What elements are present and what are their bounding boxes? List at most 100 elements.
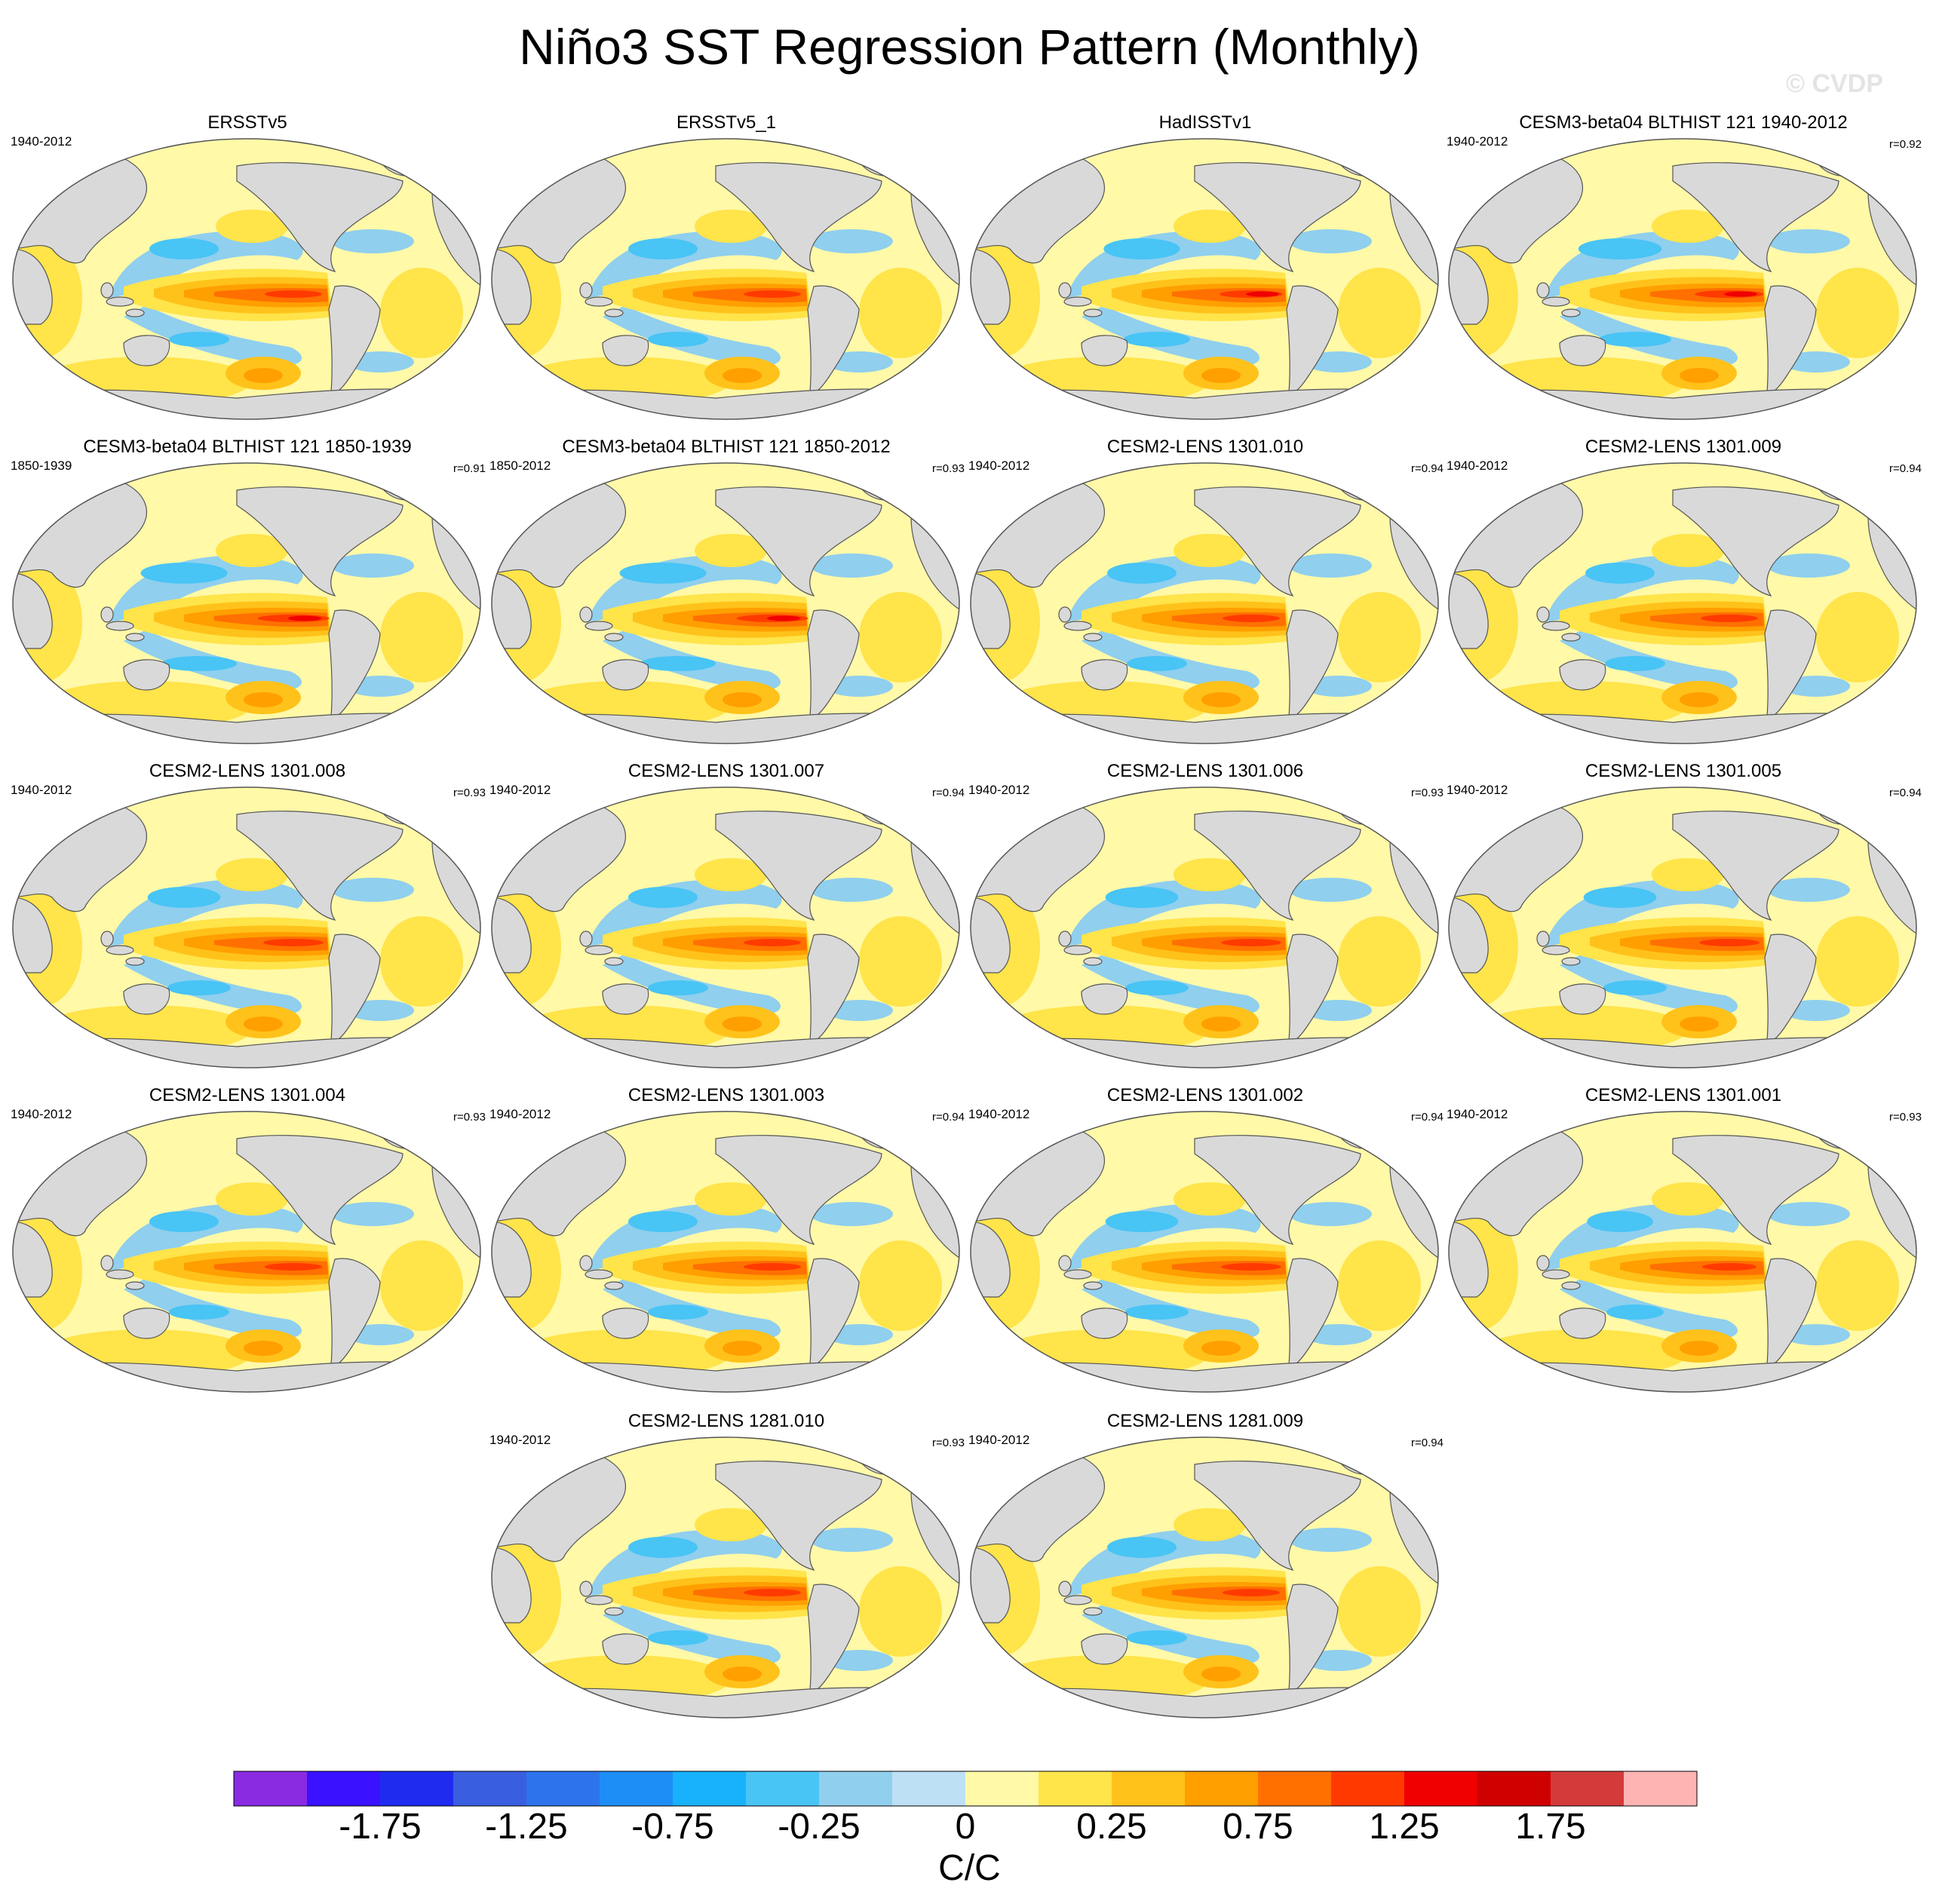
panel-title: CESM3-beta04 BLTHIST 121 1850-1939: [83, 437, 412, 457]
panel-pattern-correlation: r=0.94: [932, 1111, 965, 1124]
sst-regression-map: [970, 138, 1439, 420]
panel-pattern-correlation: r=0.93: [932, 462, 965, 475]
map-panel: CESM3-beta04 BLTHIST 121 1940-2012 1940-2…: [1444, 112, 1923, 428]
map-panel: CESM2-LENS 1281.009 1940-2012 r=0.94: [965, 1410, 1445, 1727]
map-panel: CESM2-LENS 1301.001 1940-2012 r=0.93: [1444, 1084, 1923, 1401]
colorbar-swatch: [1624, 1771, 1698, 1806]
panel-period: 1940-2012: [489, 1107, 551, 1121]
panel-period: 1940-2012: [489, 1433, 551, 1447]
panel-pattern-correlation: r=0.94: [1411, 462, 1444, 475]
figure-title: Niño3 SST Regression Pattern (Monthly): [519, 19, 1420, 75]
panel-title: CESM3-beta04 BLTHIST 121 1850-2012: [562, 437, 891, 457]
panel-title: CESM2-LENS 1301.002: [1106, 1085, 1304, 1105]
colorbar-swatch: [453, 1771, 527, 1806]
colorbar-swatch: [892, 1771, 966, 1806]
map-panel: CESM2-LENS 1301.009 1940-2012 r=0.94: [1444, 436, 1923, 753]
sst-regression-map: [1448, 462, 1917, 744]
panel-pattern-correlation: r=0.93: [1411, 786, 1444, 799]
sst-regression-map: [12, 786, 481, 1069]
panel-title: ERSSTv5_1: [676, 112, 777, 133]
panel-pattern-correlation: r=0.93: [932, 1436, 965, 1449]
colorbar-tick-label: 0.25: [1076, 1807, 1147, 1847]
panel-pattern-correlation: r=0.93: [1889, 1111, 1922, 1124]
panel-period: 1940-2012: [11, 783, 72, 797]
panel-pattern-correlation: r=0.91: [453, 462, 486, 475]
sst-regression-map: [12, 1111, 481, 1393]
panel-period: 1940-2012: [1447, 783, 1508, 797]
panel-pattern-correlation: r=0.94: [932, 786, 965, 799]
panel-title: CESM2-LENS 1301.005: [1585, 761, 1782, 781]
panel-title: CESM2-LENS 1301.003: [627, 1085, 825, 1105]
panel-period: 1940-2012: [968, 1107, 1030, 1121]
map-panel: CESM2-LENS 1301.006 1940-2012 r=0.93: [965, 760, 1445, 1077]
sst-regression-map: [970, 786, 1439, 1069]
map-panel: CESM2-LENS 1301.002 1940-2012 r=0.94: [965, 1084, 1445, 1401]
colorbar-swatch: [380, 1771, 454, 1806]
colorbar-tick-label: -0.25: [778, 1807, 861, 1847]
panel-pattern-correlation: r=0.94: [1889, 462, 1922, 475]
map-panel: CESM2-LENS 1301.008 1940-2012 r=0.93: [8, 760, 487, 1077]
panel-title: CESM2-LENS 1301.001: [1585, 1085, 1782, 1105]
map-panel: ERSSTv5 1940-2012: [8, 112, 487, 428]
sst-regression-map: [970, 1436, 1439, 1719]
panel-period: 1940-2012: [968, 1433, 1030, 1447]
colorbar-swatch: [1551, 1771, 1625, 1806]
panel-pattern-correlation: r=0.92: [1889, 138, 1922, 151]
colorbar-tick-label: -0.75: [631, 1807, 714, 1847]
sst-regression-map: [491, 462, 960, 744]
panel-period: 1940-2012: [1447, 458, 1508, 473]
colorbar-swatch: [526, 1771, 600, 1806]
colorbar-swatch: [1258, 1771, 1332, 1806]
watermark-text: © CVDP: [1786, 69, 1883, 98]
panel-title: ERSSTv5: [207, 112, 287, 133]
colorbar-tick-label: 1.75: [1515, 1807, 1586, 1847]
panel-title: CESM2-LENS 1281.009: [1106, 1411, 1304, 1431]
panel-pattern-correlation: r=0.93: [453, 786, 486, 799]
colorbar-tick-label: -1.25: [485, 1807, 568, 1847]
panel-pattern-correlation: r=0.93: [453, 1111, 486, 1124]
colorbar-swatch: [234, 1771, 308, 1806]
colorbar-swatch: [1404, 1771, 1478, 1806]
map-panel: CESM3-beta04 BLTHIST 121 1850-1939 1850-1…: [8, 436, 487, 753]
map-panel: HadISSTv1: [965, 112, 1445, 428]
panel-period: 1940-2012: [489, 783, 551, 797]
colorbar-swatch: [1039, 1771, 1112, 1806]
sst-regression-map: [491, 1436, 960, 1719]
sst-regression-map: [491, 138, 960, 420]
sst-regression-map: [12, 462, 481, 744]
panel-period: 1940-2012: [968, 458, 1030, 473]
colorbar-tick-label: 0: [955, 1807, 976, 1847]
map-panel: ERSSTv5_1: [486, 112, 966, 428]
panel-title: CESM2-LENS 1301.010: [1106, 437, 1304, 457]
panel-title: CESM2-LENS 1301.006: [1106, 761, 1304, 781]
panel-period: 1850-2012: [489, 458, 551, 473]
colorbar-swatch: [673, 1771, 747, 1806]
panel-period: 1940-2012: [968, 783, 1030, 797]
map-panel: CESM2-LENS 1301.010 1940-2012 r=0.94: [965, 436, 1445, 753]
map-panel: CESM2-LENS 1301.005 1940-2012 r=0.94: [1444, 760, 1923, 1077]
map-panel: CESM2-LENS 1301.007 1940-2012 r=0.94: [486, 760, 966, 1077]
sst-regression-map: [1448, 1111, 1917, 1393]
colorbar-swatch: [600, 1771, 673, 1806]
panel-period: 1940-2012: [11, 134, 72, 149]
colorbar-tick-label: -1.75: [339, 1807, 422, 1847]
map-panel: CESM2-LENS 1301.004 1940-2012 r=0.93: [8, 1084, 487, 1401]
map-panel: CESM2-LENS 1301.003 1940-2012 r=0.94: [486, 1084, 966, 1401]
map-panel: CESM3-beta04 BLTHIST 121 1850-2012 1850-2…: [486, 436, 966, 753]
map-panel: CESM2-LENS 1281.010 1940-2012 r=0.93: [486, 1410, 966, 1727]
colorbar-units: C/C: [938, 1848, 1001, 1888]
panel-pattern-correlation: r=0.94: [1411, 1111, 1444, 1124]
panel-title: CESM2-LENS 1301.004: [149, 1085, 346, 1105]
panel-period: 1940-2012: [1447, 1107, 1508, 1121]
colorbar-tick-label: 1.25: [1369, 1807, 1440, 1847]
sst-regression-map: [12, 138, 481, 420]
panel-title: CESM2-LENS 1301.007: [627, 761, 825, 781]
sst-regression-map: [970, 1111, 1439, 1393]
sst-regression-map: [1448, 786, 1917, 1069]
colorbar-swatch: [746, 1771, 820, 1806]
sst-regression-map: [491, 786, 960, 1069]
colorbar-tick-label: 0.75: [1223, 1807, 1293, 1847]
panel-period: 1940-2012: [11, 1107, 72, 1121]
colorbar-swatch: [965, 1771, 1039, 1806]
sst-regression-map: [970, 462, 1439, 744]
